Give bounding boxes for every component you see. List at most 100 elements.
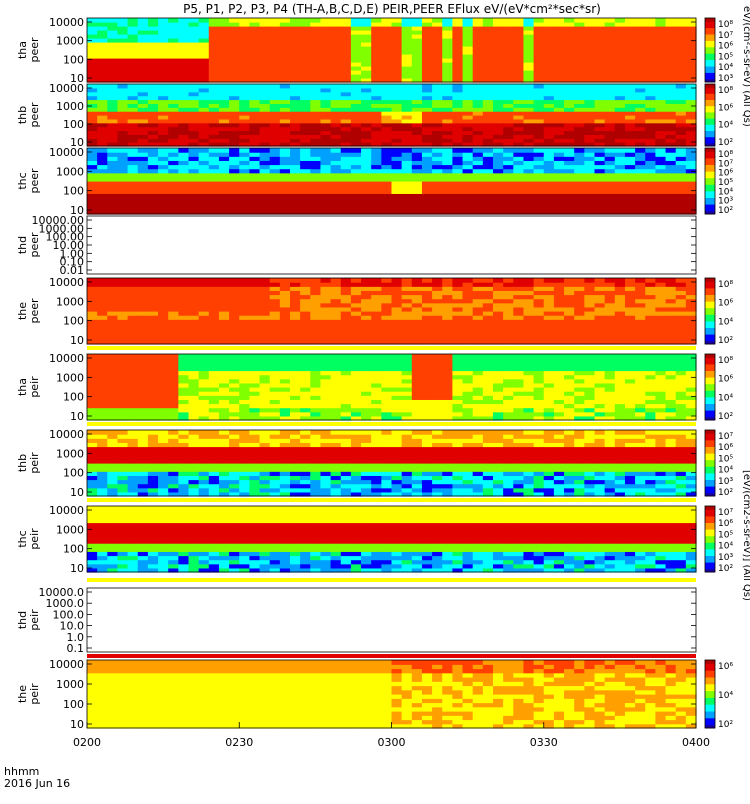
spectrogram-cell (473, 315, 484, 320)
spectrogram-cell (584, 395, 595, 400)
y-tick-label: 100 (63, 118, 84, 131)
spectrogram-cell (209, 84, 220, 88)
spectrogram-cell (513, 286, 524, 291)
spectrogram-cell (310, 315, 321, 320)
spectrogram-cell (493, 165, 504, 170)
spectrogram-cell (300, 115, 311, 119)
spectrogram-cell (666, 18, 677, 23)
colorbar-tick-label: 10⁶ (718, 299, 733, 309)
spectrogram-cell (432, 115, 443, 119)
spectrogram-cell (168, 323, 179, 328)
spectrogram-cell (442, 127, 453, 131)
spectrogram-cell (483, 282, 494, 287)
spectrogram-cell (554, 111, 565, 115)
spectrogram-cell (158, 202, 169, 207)
spectrogram-cell (260, 84, 271, 88)
spectrogram-cell (209, 107, 220, 111)
spectrogram-cell (442, 88, 453, 92)
spectrogram-cell (473, 115, 484, 119)
spectrogram-cell (503, 189, 514, 194)
spectrogram-cell (605, 22, 616, 27)
spectrogram-cell (605, 38, 616, 43)
spectrogram-cell (320, 74, 331, 79)
spectrogram-cell (351, 88, 362, 92)
spectrogram-cell (392, 391, 403, 396)
spectrogram-cell (87, 383, 98, 388)
spectrogram-cell (523, 278, 534, 283)
spectrogram-cell (239, 399, 250, 404)
spectrogram-cell (260, 156, 271, 161)
spectrogram-cell (564, 202, 575, 207)
spectrogram-cell (625, 46, 636, 51)
spectrogram-cell (87, 202, 98, 207)
spectrogram-cell (605, 307, 616, 312)
spectrogram-cell (493, 92, 504, 96)
spectrogram-cell (655, 408, 666, 413)
spectrogram-cell (290, 66, 301, 71)
spectrogram-cell (280, 379, 291, 384)
spectrogram-cell (392, 84, 403, 88)
spectrogram-cell (392, 354, 403, 359)
spectrogram-cell (209, 70, 220, 75)
spectrogram-cell (686, 173, 697, 178)
spectrogram-cell (361, 383, 372, 388)
spectrogram-cell (158, 148, 169, 153)
spectrogram-cell (635, 123, 646, 127)
spectrogram-cell (371, 391, 382, 396)
spectrogram-cell (219, 198, 230, 203)
spectrogram-cell (645, 30, 656, 35)
spectrogram-cell (310, 156, 321, 161)
spectrogram-cell (584, 88, 595, 92)
spectrogram-cell (280, 26, 291, 31)
spectrogram-cell (432, 358, 443, 363)
spectrogram-cell (615, 282, 626, 287)
spectrogram-cell (361, 395, 372, 400)
spectrogram-cell (178, 107, 189, 111)
spectrogram-cell (199, 152, 210, 157)
spectrogram-cell (138, 328, 149, 333)
spectrogram-cell (381, 307, 392, 312)
spectrogram-cell (574, 319, 585, 324)
spectrogram-cell (280, 30, 291, 35)
spectrogram-cell (392, 50, 403, 55)
spectrogram-cell (97, 131, 108, 135)
spectrogram-cell (290, 282, 301, 287)
colorbar-segment (705, 21, 715, 25)
spectrogram-cell (523, 315, 534, 320)
spectrogram-cell (595, 119, 606, 123)
spectrogram-cell (513, 295, 524, 300)
spectrogram-cell (655, 160, 666, 165)
spectrogram-cell (463, 148, 474, 153)
spectrogram-cell (290, 319, 301, 324)
spectrogram-cell (503, 282, 514, 287)
spectrogram-cell (635, 22, 646, 27)
spectrogram-cell (442, 18, 453, 23)
spectrogram-cell (595, 103, 606, 107)
spectrogram-cell (676, 34, 687, 39)
spectrogram-cell (239, 282, 250, 287)
spectrogram-cell (219, 387, 230, 392)
spectrogram-cell (249, 198, 260, 203)
spectrogram-cell (341, 177, 352, 182)
spectrogram-cell (534, 30, 545, 35)
spectrogram-cell (493, 202, 504, 207)
spectrogram-cell (351, 34, 362, 39)
spectrogram-cell (107, 332, 118, 337)
spectrogram-cell (117, 193, 128, 198)
spectrogram-cell (463, 115, 474, 119)
spectrogram-cell (686, 307, 697, 312)
spectrogram-cell (97, 278, 108, 283)
spectrogram-cell (97, 336, 108, 341)
spectrogram-cell (168, 22, 179, 27)
spectrogram-cell (554, 198, 565, 203)
spectrogram-cell (168, 100, 179, 104)
spectrogram-cell (645, 165, 656, 170)
spectrogram-cell (473, 165, 484, 170)
spectrogram-cell (503, 62, 514, 67)
spectrogram-cell (229, 173, 240, 178)
spectrogram-cell (473, 127, 484, 131)
spectrogram-cell (422, 299, 433, 304)
spectrogram-cell (452, 282, 463, 287)
spectrogram-cell (483, 366, 494, 371)
spectrogram-cell (371, 115, 382, 119)
